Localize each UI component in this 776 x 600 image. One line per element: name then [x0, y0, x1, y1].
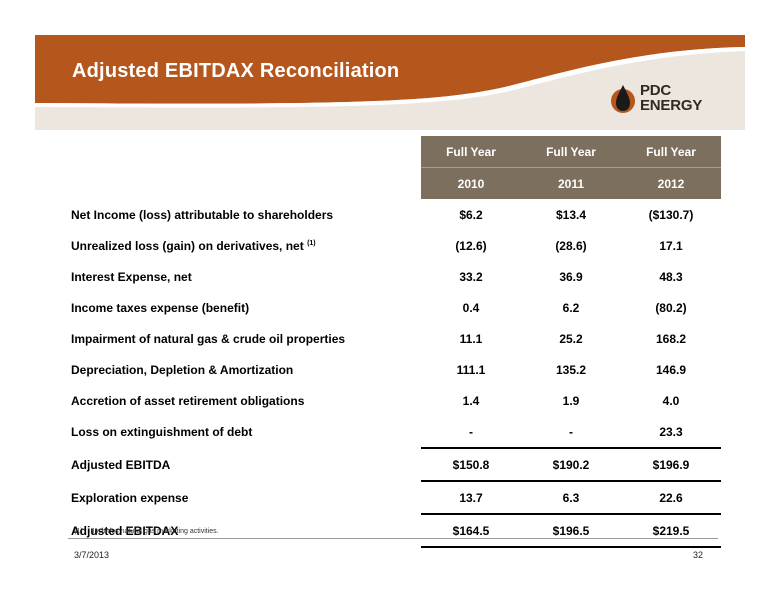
- table-row: Impairment of natural gas & crude oil pr…: [65, 323, 721, 354]
- flame-drop-icon: [611, 85, 635, 113]
- row-label: Adjusted EBITDA: [71, 457, 171, 472]
- table-row: Adjusted EBITDAX $164.5 $196.5 $219.5: [65, 514, 721, 548]
- cell-value: 0.4: [462, 300, 480, 315]
- footnote-marker: (1): [74, 528, 83, 535]
- row-label: Impairment of natural gas & crude oil pr…: [71, 331, 346, 346]
- year-header: 2010: [421, 167, 521, 199]
- cell-value: $150.8: [421, 448, 521, 482]
- footer-divider: [68, 538, 718, 539]
- row-label: Income taxes expense (benefit): [71, 300, 250, 315]
- cell-value: 6.2: [562, 300, 580, 315]
- row-label-cell: Unrealized loss (gain) on derivatives, n…: [65, 230, 421, 261]
- column-header: Full Year: [421, 136, 521, 168]
- cell-value: 4.0: [662, 393, 680, 408]
- footer-date: 3/7/2013: [74, 550, 110, 560]
- cell-value: $164.5: [421, 514, 521, 548]
- cell-value: 1.9: [562, 393, 580, 408]
- cell-value: $13.4: [555, 207, 587, 222]
- table-row: Adjusted EBITDA $150.8 $190.2 $196.9: [65, 448, 721, 482]
- column-header: Full Year: [521, 136, 621, 168]
- cell-value: 48.3: [659, 269, 683, 284]
- cell-value: 13.7: [421, 481, 521, 515]
- company-logo: PDC ENERGY: [610, 81, 720, 121]
- table-header-row: Full Year Full Year Full Year: [65, 136, 721, 168]
- cell-value: 168.2: [655, 331, 687, 346]
- cell-value: $219.5: [621, 514, 721, 548]
- row-label: Interest Expense, net: [71, 269, 192, 284]
- logo-line-2: ENERGY: [640, 97, 703, 114]
- cell-value: -: [521, 416, 621, 449]
- cell-value: ($130.7): [648, 207, 694, 222]
- page-title: Adjusted EBITDAX Reconciliation: [72, 60, 400, 82]
- table-row: Net Income (loss) attributable to shareh…: [65, 199, 721, 230]
- column-header: Full Year: [621, 136, 721, 168]
- row-label: Exploration expense: [71, 490, 189, 505]
- row-label: Net Income (loss) attributable to shareh…: [71, 207, 334, 222]
- row-label: Loss on extinguishment of debt: [71, 425, 253, 439]
- table-row: Loss on extinguishment of debt - - 23.3: [65, 416, 721, 449]
- table-year-row: 2010 2011 2012: [65, 167, 721, 199]
- table-row: Unrealized loss (gain) on derivatives, n…: [65, 230, 721, 261]
- cell-value: (28.6): [555, 238, 587, 253]
- table-row: Accretion of asset retirement obligation…: [65, 385, 721, 416]
- reconciliation-table: Full Year Full Year Full Year 2010 2011 …: [65, 136, 721, 548]
- cell-value: -: [421, 416, 521, 449]
- table-row: Income taxes expense (benefit) 0.4 6.2 (…: [65, 292, 721, 323]
- cell-value: 22.6: [621, 481, 721, 515]
- cell-value: 17.1: [659, 238, 683, 253]
- page-number: 32: [693, 550, 704, 560]
- cell-value: 11.1: [459, 331, 483, 346]
- year-header: 2012: [621, 167, 721, 199]
- cell-value: $196.5: [521, 514, 621, 548]
- table-row: Interest Expense, net 33.2 36.9 48.3: [65, 261, 721, 292]
- logo-line-1: PDC: [640, 82, 672, 99]
- cell-value: $190.2: [521, 448, 621, 482]
- cell-value: 146.9: [655, 362, 687, 377]
- cell-value: $6.2: [459, 207, 483, 222]
- cell-value: 36.9: [559, 269, 583, 284]
- footnote-ref: (1): [307, 239, 316, 247]
- cell-value: 25.2: [559, 331, 583, 346]
- cell-value: $196.9: [621, 448, 721, 482]
- row-label: Unrealized loss (gain) on derivatives, n…: [71, 238, 304, 253]
- cell-value: 135.2: [555, 362, 587, 377]
- row-label: Adjusted EBITDAX: [71, 523, 179, 538]
- cell-value: 33.2: [459, 269, 483, 284]
- row-label: Depreciation, Depletion & Amortization: [71, 362, 294, 377]
- title-banner: Adjusted EBITDAX Reconciliation PDC ENER…: [35, 35, 745, 130]
- footnote-text: Includes natural gas marketing activitie…: [92, 528, 219, 535]
- cell-value: (80.2): [655, 300, 687, 315]
- cell-value: 6.3: [521, 481, 621, 515]
- cell-value: 1.4: [462, 393, 480, 408]
- cell-value: 23.3: [621, 416, 721, 449]
- table-row: Exploration expense 13.7 6.3 22.6: [65, 481, 721, 515]
- year-header: 2011: [521, 167, 621, 199]
- cell-value: (12.6): [455, 238, 487, 253]
- banner-shape: [35, 35, 745, 130]
- row-label: Accretion of asset retirement obligation…: [71, 393, 305, 408]
- cell-value: 111.1: [456, 362, 486, 377]
- footnote: (1) Includes natural gas marketing activi…: [74, 528, 219, 535]
- table-row: Depreciation, Depletion & Amortization 1…: [65, 354, 721, 385]
